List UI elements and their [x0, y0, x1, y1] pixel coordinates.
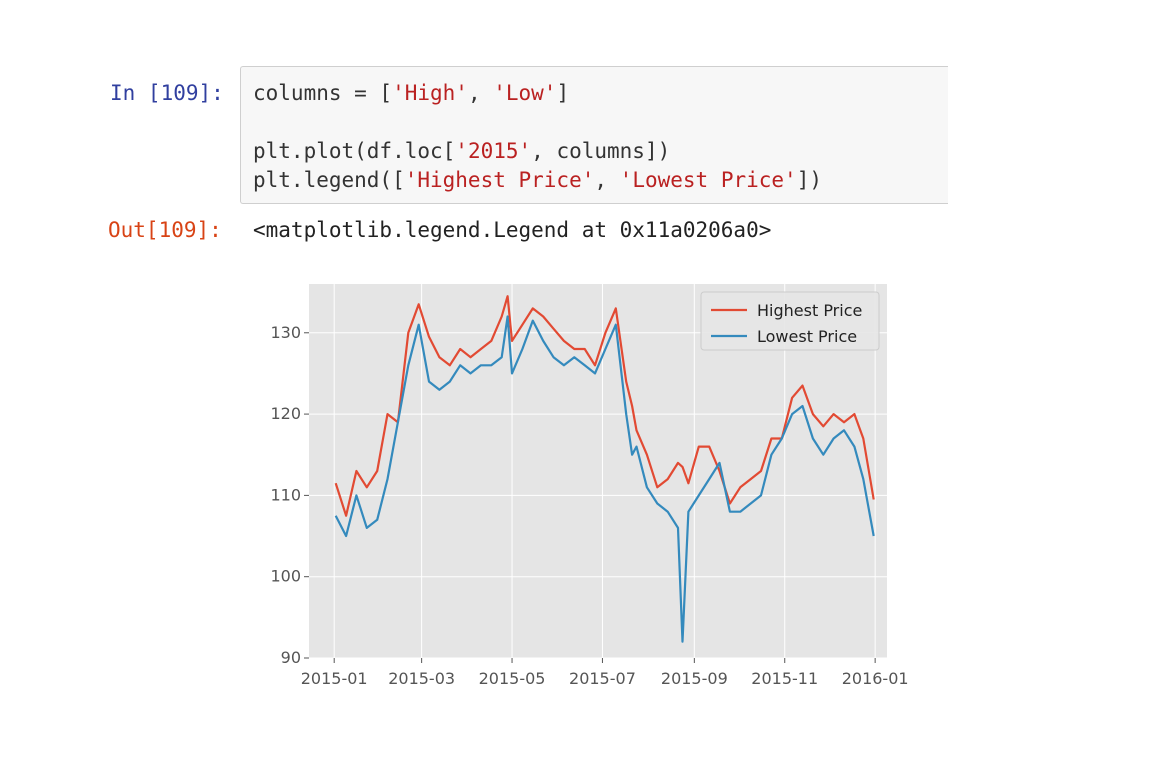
code-text: , [594, 168, 620, 192]
code-text: columns = [ [253, 81, 393, 105]
x-tick-label: 2015-07 [569, 669, 636, 688]
legend-entry: Lowest Price [757, 327, 857, 346]
series-line-highest-price [334, 295, 875, 517]
code-blank-line [253, 108, 948, 137]
y-tick-label: 130 [270, 323, 301, 342]
code-text: plt.legend([ [253, 168, 405, 192]
x-tick-label: 2015-05 [479, 669, 546, 688]
code-string: '2015' [455, 139, 532, 163]
y-tick-label: 120 [270, 404, 301, 423]
y-tick-label: 90 [281, 648, 301, 667]
code-text: , [467, 81, 494, 105]
x-tick-label: 2015-11 [751, 669, 818, 688]
gridlines [309, 284, 887, 659]
code-string: 'Lowest Price' [619, 168, 797, 192]
code-string: 'Low' [493, 81, 557, 105]
code-cell-editor[interactable]: columns = ['High', 'Low'] plt.plot(df.lo… [240, 66, 948, 204]
code-line-1: columns = ['High', 'Low'] [253, 79, 948, 108]
line-chart: 90 100 110 120 130 2015-01 2015-03 2015-05 2015-… [270, 284, 909, 688]
legend-entry: Highest Price [757, 301, 862, 320]
code-line-3: plt.legend(['Highest Price', 'Lowest Pri… [253, 166, 948, 195]
legend: Highest Price Lowest Price [700, 291, 880, 351]
code-text: ]) [796, 168, 822, 192]
x-tick-label: 2016-01 [842, 669, 909, 688]
code-text: , columns]) [531, 139, 671, 163]
y-tick-label: 110 [270, 485, 301, 504]
output-text: <matplotlib.legend.Legend at 0x11a0206a0… [253, 218, 772, 242]
x-tick-label: 2015-09 [661, 669, 728, 688]
x-tick-label: 2015-01 [301, 669, 368, 688]
y-tick-label: 100 [270, 567, 301, 586]
output-prompt: Out[109]: [108, 218, 222, 242]
code-line-2: plt.plot(df.loc['2015', columns]) [253, 137, 948, 166]
series-line-lowest-price [334, 315, 875, 643]
code-text: ] [556, 81, 570, 105]
code-text: plt.plot(df.loc[ [253, 139, 456, 163]
code-string: 'High' [392, 81, 468, 105]
code-string: 'Highest Price' [404, 168, 595, 192]
axis-ticks: 90 100 110 120 130 2015-01 2015-03 2015-05 2015-… [270, 323, 908, 688]
input-prompt: In [109]: [110, 81, 224, 105]
series-lines [334, 295, 875, 643]
x-tick-label: 2015-03 [388, 669, 455, 688]
